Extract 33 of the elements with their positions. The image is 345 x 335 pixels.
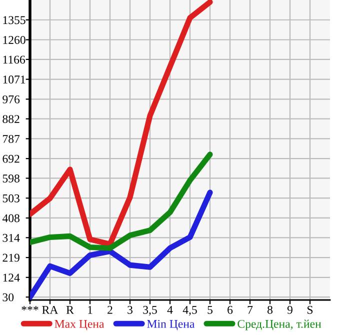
x-tick-label: 4 (167, 306, 173, 314)
x-tick-label: 5 (208, 306, 212, 314)
legend-label: Сред.Цена, т.йен (238, 320, 322, 330)
y-tick-label: 598 (2, 174, 20, 182)
x-tick-label: 6 (228, 306, 233, 314)
x-tick-label: 4,5 (182, 306, 197, 316)
y-tick-label: 503 (2, 194, 20, 202)
legend-label: Min Цена (147, 320, 195, 330)
y-tick-label: 1166 (3, 56, 26, 64)
y-tick-label: 692 (2, 154, 20, 163)
y-tick-label: 976 (2, 95, 20, 104)
x-tick-label: 7 (248, 306, 253, 314)
x-tick-label: 9 (287, 306, 292, 314)
x-tick-label: 1 (88, 306, 92, 314)
y-tick-label: 1355 (3, 16, 26, 24)
x-tick-label: 2 (108, 306, 112, 314)
x-tick-label: 8 (268, 306, 272, 314)
x-tick-label: 3 (128, 306, 132, 314)
y-tick-label: 882 (2, 115, 20, 124)
x-tick-label: S (308, 306, 313, 314)
x-tick-label: RA (42, 306, 58, 314)
x-tick-label: *** (22, 306, 38, 310)
y-tick-label: 30 (2, 293, 14, 302)
y-tick-label: 1260 (3, 36, 26, 44)
x-tick-label: 3,5 (143, 306, 157, 316)
y-tick-label: 219 (2, 254, 20, 262)
y-tick-label: 314 (2, 234, 20, 242)
y-tick-label: 408 (2, 214, 20, 222)
legend-label: Max Цена (54, 320, 104, 330)
x-tick-label: R (66, 306, 74, 314)
y-tick-label: 124 (3, 274, 20, 282)
y-tick-label: 1071 (3, 76, 26, 84)
y-tick-label: 787 (3, 134, 20, 143)
